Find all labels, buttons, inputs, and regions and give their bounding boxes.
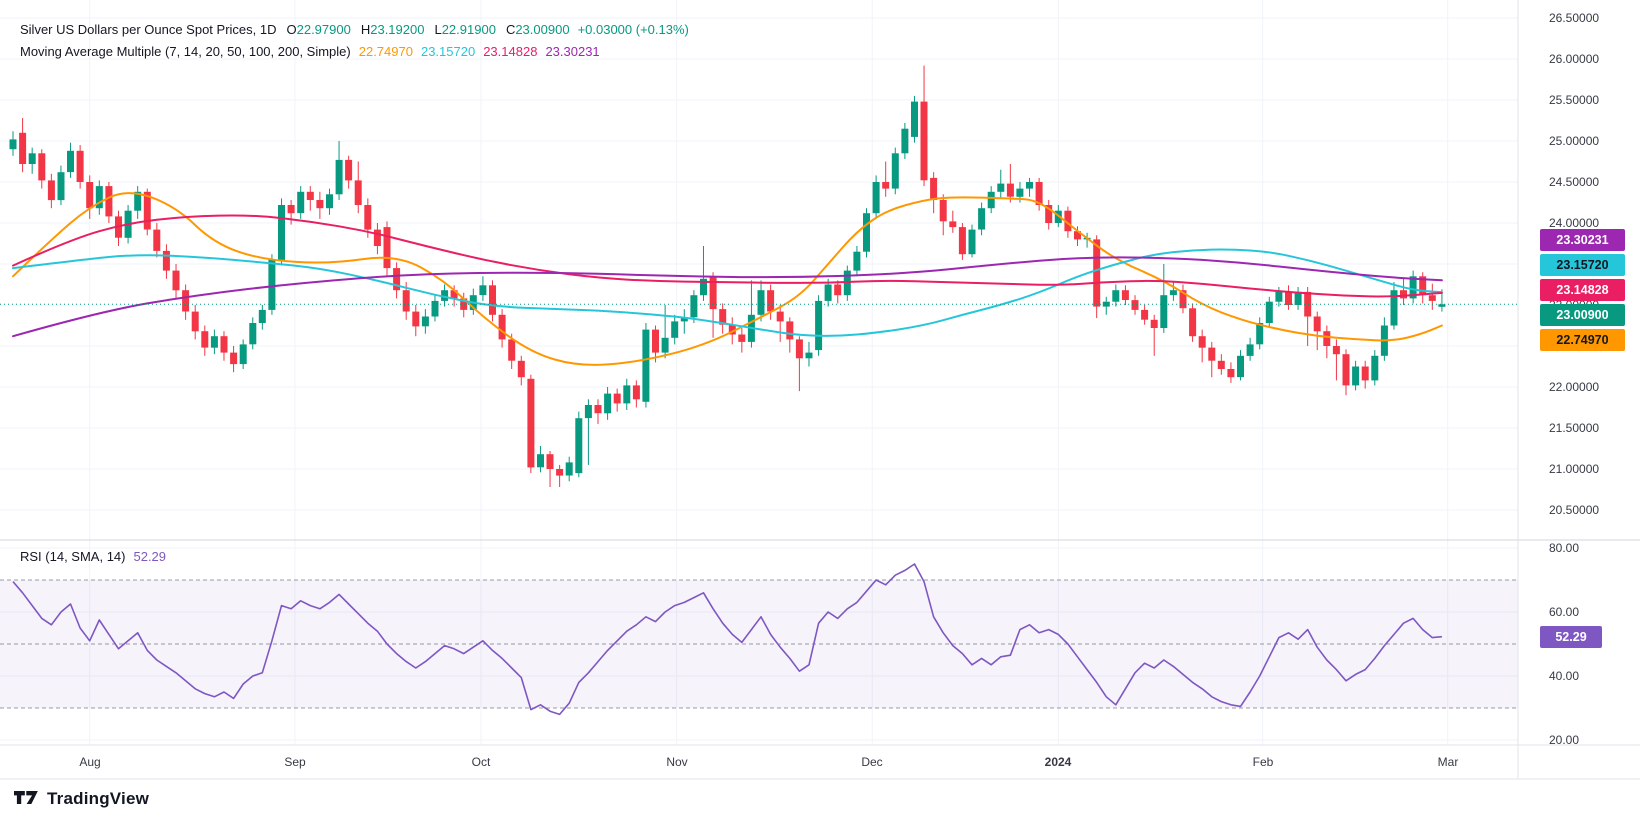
- ma-legend-value: 23.14828: [483, 44, 538, 59]
- tradingview-logo-icon: [14, 791, 38, 805]
- rsi-tick-label: 80.00: [1549, 541, 1580, 555]
- ma-indicator-legend-row[interactable]: Moving Average Multiple (7, 14, 20, 50, …: [20, 44, 608, 59]
- ma-pink-line: [12, 214, 1443, 298]
- price-change: +0.03000 (+0.13%): [577, 22, 689, 37]
- time-axis-label: Nov: [666, 755, 688, 769]
- ma-legend-value: 23.15720: [420, 44, 476, 59]
- price-badge: 23.14828: [1540, 279, 1625, 301]
- price-tick-label: 25.00000: [1549, 134, 1600, 148]
- ma-indicator-title: Moving Average Multiple (7, 14, 20, 50, …: [20, 44, 351, 59]
- ma-legend-value: 22.74970: [358, 44, 413, 59]
- ohlc-close: C23.00900: [505, 22, 570, 37]
- rsi-badge: 52.29: [1540, 626, 1602, 648]
- rsi-tick-label: 20.00: [1549, 733, 1580, 747]
- symbol-legend-row[interactable]: Silver US Dollars per Ounce Spot Prices,…: [20, 22, 689, 37]
- price-badge: 23.00900: [1540, 304, 1625, 326]
- grid: [0, 0, 1518, 745]
- price-tick-label: 22.00000: [1549, 380, 1600, 394]
- price-tick-label: 26.50000: [1549, 11, 1600, 25]
- time-axis-label: Dec: [861, 755, 883, 769]
- time-axis-label: Sep: [284, 755, 306, 769]
- time-axis-label: Mar: [1437, 755, 1459, 769]
- ohlc-high: H23.19200: [360, 22, 425, 37]
- ma-cyan-line: [12, 248, 1443, 337]
- tradingview-logo[interactable]: TradingView: [14, 789, 149, 809]
- ma-orange-line: [12, 192, 1443, 366]
- price-badge: 22.74970: [1540, 329, 1625, 351]
- rsi-indicator-title: RSI (14, SMA, 14): [20, 549, 126, 564]
- price-tick-label: 24.00000: [1549, 216, 1600, 230]
- price-tick-label: 21.00000: [1549, 462, 1600, 476]
- rsi-line: [12, 563, 1442, 716]
- candlestick-series: [9, 65, 1446, 487]
- time-axis-label: Feb: [1252, 755, 1274, 769]
- time-axis-label: Aug: [79, 755, 101, 769]
- ohlc-open: O22.97900: [286, 22, 351, 37]
- rsi-value: 52.29: [133, 549, 167, 564]
- ma-values: 22.74970 23.15720 23.14828 23.30231: [359, 44, 608, 59]
- symbol-title: Silver US Dollars per Ounce Spot Prices,…: [20, 22, 277, 37]
- price-badge: 23.15720: [1540, 254, 1625, 276]
- ma-legend-value: 23.30231: [545, 44, 600, 59]
- rsi-tick-label: 40.00: [1549, 669, 1580, 683]
- price-tick-label: 26.00000: [1549, 52, 1600, 66]
- time-axis-label: Oct: [471, 755, 491, 769]
- price-tick-label: 21.50000: [1549, 421, 1600, 435]
- rsi-tick-label: 60.00: [1549, 605, 1580, 619]
- price-tick-label: 25.50000: [1549, 93, 1600, 107]
- ohlc-low: L22.91900: [434, 22, 496, 37]
- ma-purple-line: [12, 256, 1443, 338]
- price-badge: 23.30231: [1540, 229, 1625, 251]
- price-tick-label: 20.50000: [1549, 503, 1600, 517]
- pane-separators: [0, 0, 1640, 780]
- tradingview-logo-text: TradingView: [47, 789, 150, 808]
- rsi-indicator-legend-row[interactable]: RSI (14, SMA, 14) 52.29: [20, 549, 166, 564]
- time-axis-label: 2024: [1044, 755, 1072, 769]
- price-tick-label: 24.50000: [1549, 175, 1600, 189]
- rsi-guide-lines: [0, 579, 1518, 709]
